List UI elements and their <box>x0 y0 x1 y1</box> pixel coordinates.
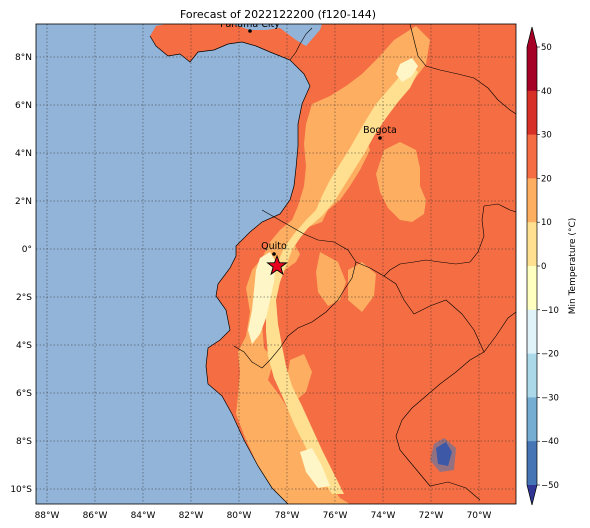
lon-axis: 88°W 86°W 84°W 82°W 80°W 78°W 76°W 74°W … <box>35 511 492 521</box>
lat-axis: 8°N 6°N 4°N 2°N 0° 2°S 4°S 6°S 8°S 10°S <box>10 53 32 495</box>
colorbar-segment <box>527 90 537 136</box>
colorbar-segment <box>527 441 537 486</box>
location-star-icon <box>266 254 288 276</box>
colorbar: 50 40 30 20 10 0 −10 −20 −30 −40 −50 Min Temperatu… <box>526 26 578 506</box>
border-peru-brazil-south <box>395 351 485 501</box>
colorbar-tick-label: −50 <box>541 481 559 491</box>
city-marker-panama-city <box>248 29 252 33</box>
colorbar-segment <box>527 178 537 223</box>
lat-label: 2°S <box>16 293 32 303</box>
lat-label: 8°N <box>15 53 32 63</box>
land-mild-patch <box>316 252 346 306</box>
lon-label: 76°W <box>323 511 348 521</box>
land-cold-region <box>396 58 418 82</box>
coastline <box>149 35 311 504</box>
colorbar-tick-label: 20 <box>541 174 552 184</box>
lat-label: 6°N <box>15 101 32 111</box>
colorbar-tick-label: 10 <box>541 218 552 228</box>
land-mild-region-east <box>376 142 426 222</box>
colorbar-label: Min Temperature (°C) <box>568 218 578 315</box>
colorbar-tick-label: −30 <box>541 393 559 403</box>
land-hot-patch <box>430 438 456 472</box>
graticule <box>36 24 516 504</box>
lat-label: 10°S <box>10 485 32 495</box>
map-frame <box>35 23 517 505</box>
colorbar-segment <box>527 134 537 179</box>
lat-label: 6°S <box>16 389 32 399</box>
colorbar-extend-bottom <box>527 485 537 505</box>
border-colombia-brazil <box>383 203 516 277</box>
city-label-quito: Quito <box>261 241 287 252</box>
colorbar-segment <box>527 353 537 398</box>
land-mild-patch <box>348 262 376 312</box>
map-title: Forecast of 2022122200 (f120-144) <box>180 8 376 21</box>
colorbar-segment <box>527 47 537 92</box>
map-area: Panama City Bogota Quito <box>36 19 516 504</box>
lat-label: 2°N <box>15 197 32 207</box>
city-label-bogota: Bogota <box>363 125 397 136</box>
lat-label: 4°N <box>15 149 32 159</box>
colorbar-extend-top <box>527 27 537 47</box>
border-panama <box>289 27 313 61</box>
colorbar-tick-label: −40 <box>541 437 559 447</box>
border-peru-brazil <box>355 261 516 353</box>
colorbar-segment <box>527 266 537 311</box>
border-colombia-venezuela <box>409 24 516 115</box>
lat-label: 8°S <box>16 437 32 447</box>
city-marker-bogota <box>378 136 382 140</box>
colorbar-segment <box>527 397 537 442</box>
lon-label: 86°W <box>83 511 108 521</box>
lon-label: 70°W <box>467 511 492 521</box>
lon-label: 84°W <box>131 511 156 521</box>
colorbar-segment <box>527 222 537 267</box>
colorbar-tick-label: 40 <box>541 87 552 97</box>
land-cold-region <box>248 252 276 344</box>
lon-label: 88°W <box>35 511 60 521</box>
city-label-panama-city: Panama City <box>220 19 280 30</box>
border-colombia-ecuador <box>233 209 357 369</box>
colorbar-tick-label: 50 <box>541 43 552 53</box>
colorbar-tick-label: 30 <box>541 131 552 141</box>
lon-label: 72°W <box>419 511 444 521</box>
city-marker-quito <box>272 252 276 256</box>
colorbar-tick-label: −20 <box>541 350 559 360</box>
lon-label: 82°W <box>179 511 204 521</box>
land-cold-region <box>300 448 330 488</box>
colorbar-tick-label: −10 <box>541 306 559 316</box>
lat-label: 0° <box>22 245 32 255</box>
colorbar-ticks: 50 40 30 20 10 0 −10 −20 −30 −40 −50 <box>537 43 559 491</box>
lon-label: 80°W <box>227 511 252 521</box>
colorbar-segments <box>527 27 537 505</box>
lat-label: 4°S <box>16 341 32 351</box>
lon-label: 74°W <box>371 511 396 521</box>
colorbar-tick-label: 0 <box>541 262 546 272</box>
colorbar-segment <box>527 309 537 355</box>
lon-label: 78°W <box>275 511 300 521</box>
